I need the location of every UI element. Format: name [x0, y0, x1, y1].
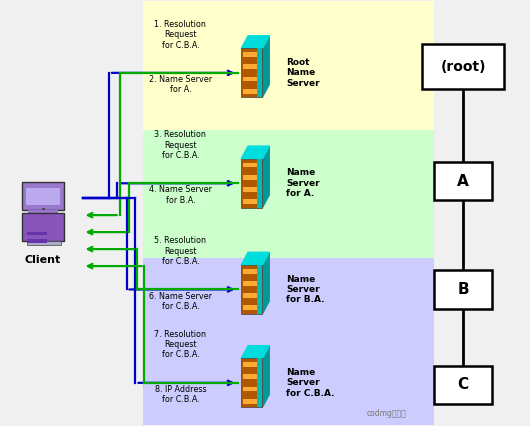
Bar — [243, 269, 261, 273]
Text: Name
Server
for B.A.: Name Server for B.A. — [286, 274, 325, 304]
Bar — [243, 199, 261, 204]
Text: B: B — [457, 282, 469, 297]
Text: 8. IP Address
for C.B.A.: 8. IP Address for C.B.A. — [155, 385, 206, 404]
Text: C: C — [458, 377, 469, 392]
Bar — [257, 358, 262, 407]
Bar — [241, 358, 262, 407]
Polygon shape — [241, 345, 269, 358]
Polygon shape — [262, 146, 269, 208]
Text: Name
Server
for C.B.A.: Name Server for C.B.A. — [286, 368, 334, 398]
Text: Root
Name
Server: Root Name Server — [286, 58, 320, 88]
Bar — [241, 159, 262, 208]
Text: 4. Name Server
for B.A.: 4. Name Server for B.A. — [149, 185, 212, 205]
Text: 6. Name Server
for C.B.A.: 6. Name Server for C.B.A. — [149, 291, 212, 311]
FancyBboxPatch shape — [22, 213, 64, 242]
FancyBboxPatch shape — [434, 162, 492, 200]
Polygon shape — [262, 252, 269, 314]
Text: 5. Resolution
Request
for C.B.A.: 5. Resolution Request for C.B.A. — [154, 236, 206, 266]
FancyBboxPatch shape — [144, 1, 434, 130]
Text: Name
Server
for A.: Name Server for A. — [286, 168, 320, 198]
Bar — [257, 159, 262, 208]
Bar — [243, 362, 261, 367]
Polygon shape — [241, 146, 269, 159]
Bar — [26, 187, 60, 205]
FancyBboxPatch shape — [434, 271, 492, 308]
Polygon shape — [241, 252, 269, 265]
Polygon shape — [241, 36, 269, 49]
Bar — [243, 386, 261, 391]
Text: A: A — [457, 174, 469, 189]
Text: 3. Resolution
Request
for C.B.A.: 3. Resolution Request for C.B.A. — [154, 130, 206, 160]
FancyBboxPatch shape — [422, 44, 504, 89]
Bar — [243, 175, 261, 180]
Bar — [243, 305, 261, 310]
Bar — [257, 265, 262, 314]
Bar — [243, 374, 261, 379]
Bar — [28, 210, 58, 213]
Bar — [28, 232, 47, 235]
Polygon shape — [262, 345, 269, 407]
Bar — [243, 52, 261, 57]
Text: 2. Name Server
for A.: 2. Name Server for A. — [149, 75, 212, 95]
Bar — [241, 49, 262, 97]
Bar — [243, 293, 261, 298]
Text: Client: Client — [25, 255, 61, 265]
Bar — [243, 89, 261, 94]
Bar — [243, 187, 261, 192]
Bar — [257, 49, 262, 97]
FancyBboxPatch shape — [144, 258, 434, 425]
Polygon shape — [262, 36, 269, 97]
Text: (root): (root) — [440, 60, 486, 74]
Bar — [243, 64, 261, 69]
FancyBboxPatch shape — [434, 366, 492, 404]
Text: codmg迪斯尼: codmg迪斯尼 — [367, 409, 407, 417]
FancyBboxPatch shape — [22, 182, 64, 210]
Bar — [243, 399, 261, 403]
Text: 1. Resolution
Request
for C.B.A.: 1. Resolution Request for C.B.A. — [154, 20, 206, 49]
Bar — [243, 281, 261, 286]
Text: 7. Resolution
Request
for C.B.A.: 7. Resolution Request for C.B.A. — [154, 330, 206, 360]
Bar — [28, 241, 61, 245]
Bar — [241, 265, 262, 314]
Bar — [243, 163, 261, 167]
Bar — [28, 239, 47, 243]
FancyBboxPatch shape — [144, 130, 434, 258]
Bar — [243, 77, 261, 81]
